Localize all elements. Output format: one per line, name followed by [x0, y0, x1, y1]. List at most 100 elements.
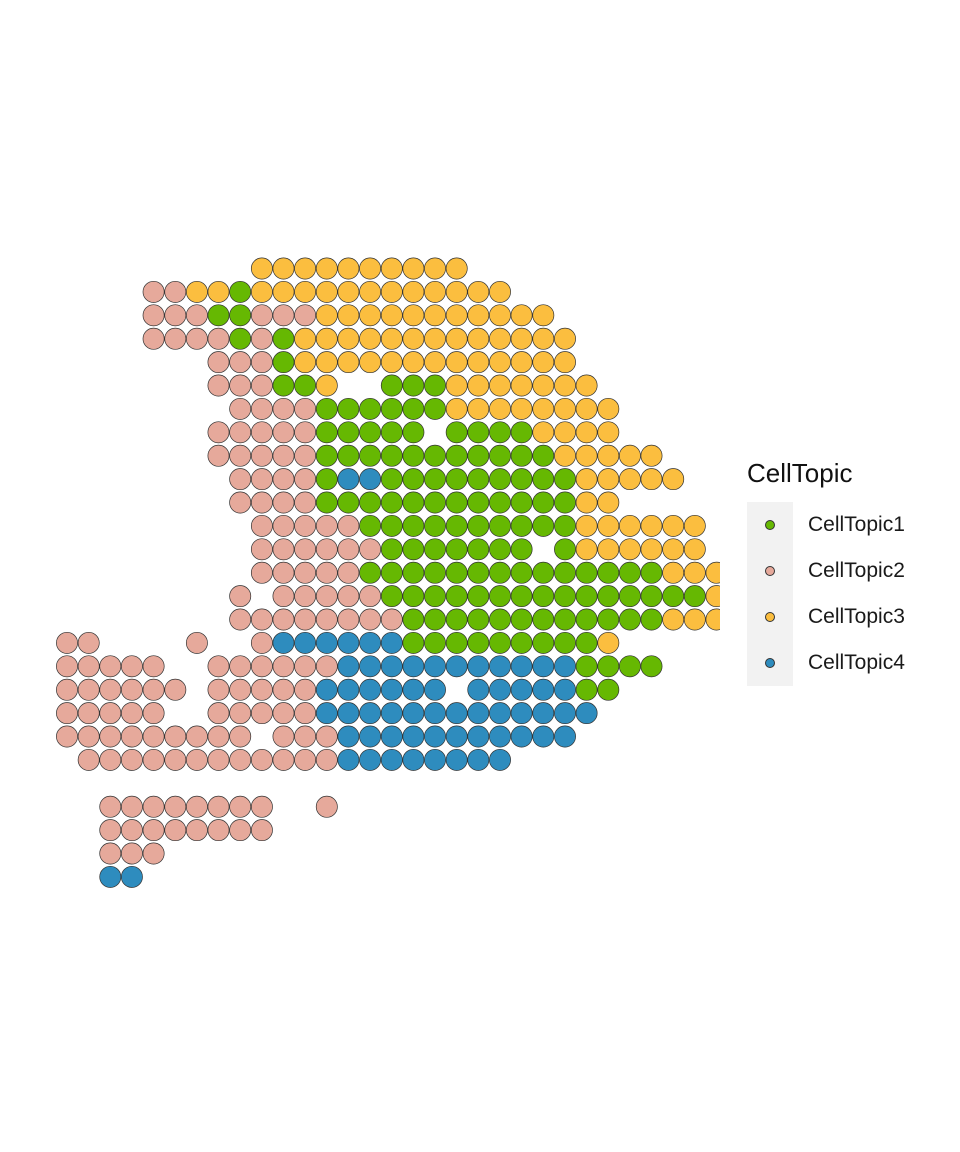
spot-celltopic2: [250, 538, 273, 561]
spot-celltopic1: [554, 585, 576, 608]
spot-celltopic1: [380, 468, 403, 491]
spot-celltopic2: [185, 725, 208, 748]
legend-swatch-celltopic3: [765, 612, 775, 622]
spot-celltopic2: [272, 468, 295, 491]
spot-celltopic2: [272, 444, 295, 467]
spot-celltopic3: [683, 608, 706, 631]
spot-celltopic2: [142, 725, 165, 748]
spot-celltopic2: [56, 631, 78, 654]
spot-celltopic1: [424, 444, 446, 467]
spot-celltopic2: [229, 655, 252, 678]
spot-celltopic1: [489, 561, 511, 584]
spot-celltopic1: [445, 421, 468, 444]
spot-celltopic1: [424, 468, 446, 491]
spot-celltopic2: [164, 795, 187, 818]
spot-celltopic4: [315, 678, 338, 701]
spot-celltopic3: [510, 374, 533, 397]
spot-celltopic2: [142, 280, 165, 303]
spot-celltopic2: [185, 748, 208, 771]
spot-celltopic2: [120, 842, 143, 865]
spot-celltopic3: [532, 327, 555, 350]
spot-celltopic4: [402, 702, 425, 725]
spot-celltopic3: [250, 257, 273, 280]
spot-celltopic3: [489, 327, 511, 350]
spot-celltopic1: [424, 631, 446, 654]
spot-celltopic2: [120, 748, 143, 771]
spot-celltopic2: [120, 655, 143, 678]
spot-celltopic2: [272, 748, 295, 771]
spot-celltopic4: [489, 702, 511, 725]
spot-celltopic2: [337, 585, 360, 608]
spot-celltopic2: [120, 678, 143, 701]
spot-celltopic2: [250, 678, 273, 701]
spot-celltopic4: [554, 655, 576, 678]
spot-celltopic3: [315, 351, 338, 374]
spot-celltopic4: [532, 655, 555, 678]
spot-celltopic1: [445, 444, 468, 467]
spot-celltopic2: [250, 468, 273, 491]
spot-celltopic1: [575, 631, 598, 654]
spot-celltopic3: [467, 351, 490, 374]
spot-celltopic3: [380, 327, 403, 350]
spot-celltopic1: [315, 491, 338, 514]
spot-celltopic2: [77, 678, 100, 701]
spot-celltopic3: [575, 421, 598, 444]
spot-celltopic1: [467, 561, 490, 584]
spot-celltopic1: [554, 561, 576, 584]
spot-celltopic3: [445, 374, 468, 397]
legend: CellTopic CellTopic1 CellTopic2 CellTopi…: [747, 456, 947, 686]
spot-celltopic4: [380, 655, 403, 678]
spot-celltopic1: [467, 491, 490, 514]
spot-celltopic4: [380, 631, 403, 654]
spot-celltopic1: [445, 514, 468, 537]
spot-celltopic2: [56, 725, 78, 748]
spot-celltopic2: [272, 491, 295, 514]
legend-label: CellTopic2: [808, 559, 905, 582]
spot-celltopic1: [489, 491, 511, 514]
spot-celltopic3: [597, 468, 620, 491]
spot-celltopic1: [489, 631, 511, 654]
spot-celltopic4: [337, 468, 360, 491]
spot-celltopic2: [120, 795, 143, 818]
spot-celltopic2: [142, 795, 165, 818]
spot-celltopic1: [445, 585, 468, 608]
spot-celltopic2: [272, 608, 295, 631]
spot-celltopic2: [315, 748, 338, 771]
spot-celltopic3: [467, 327, 490, 350]
spot-celltopic4: [489, 748, 511, 771]
spot-celltopic3: [315, 374, 338, 397]
spot-celltopic2: [229, 491, 252, 514]
spot-celltopic3: [467, 374, 490, 397]
spot-celltopic3: [294, 280, 317, 303]
spot-celltopic1: [424, 374, 446, 397]
spot-celltopic1: [445, 491, 468, 514]
spot-celltopic4: [510, 702, 533, 725]
spot-celltopic1: [554, 468, 576, 491]
spot-celltopic2: [207, 351, 230, 374]
spot-celltopic3: [510, 327, 533, 350]
spot-celltopic2: [164, 327, 187, 350]
spot-celltopic1: [489, 608, 511, 631]
spot-celltopic1: [640, 585, 663, 608]
spot-celltopic3: [640, 538, 663, 561]
spot-celltopic2: [142, 304, 165, 327]
spot-celltopic1: [424, 514, 446, 537]
spot-celltopic2: [207, 725, 230, 748]
spot-celltopic2: [229, 702, 252, 725]
spot-celltopic2: [229, 748, 252, 771]
spot-celltopic3: [294, 257, 317, 280]
legend-swatch-celltopic4: [765, 658, 775, 668]
spot-celltopic3: [575, 514, 598, 537]
spot-celltopic3: [359, 280, 382, 303]
spot-celltopic4: [554, 725, 576, 748]
spot-celltopic1: [510, 561, 533, 584]
spot-celltopic4: [510, 725, 533, 748]
spot-celltopic2: [272, 538, 295, 561]
spot-celltopic3: [359, 351, 382, 374]
spot-celltopic1: [510, 608, 533, 631]
spatial-scatter-plot: [56, 257, 720, 888]
spot-celltopic2: [294, 585, 317, 608]
spot-celltopic2: [359, 538, 382, 561]
spot-celltopic2: [229, 397, 252, 420]
spot-celltopic2: [142, 842, 165, 865]
